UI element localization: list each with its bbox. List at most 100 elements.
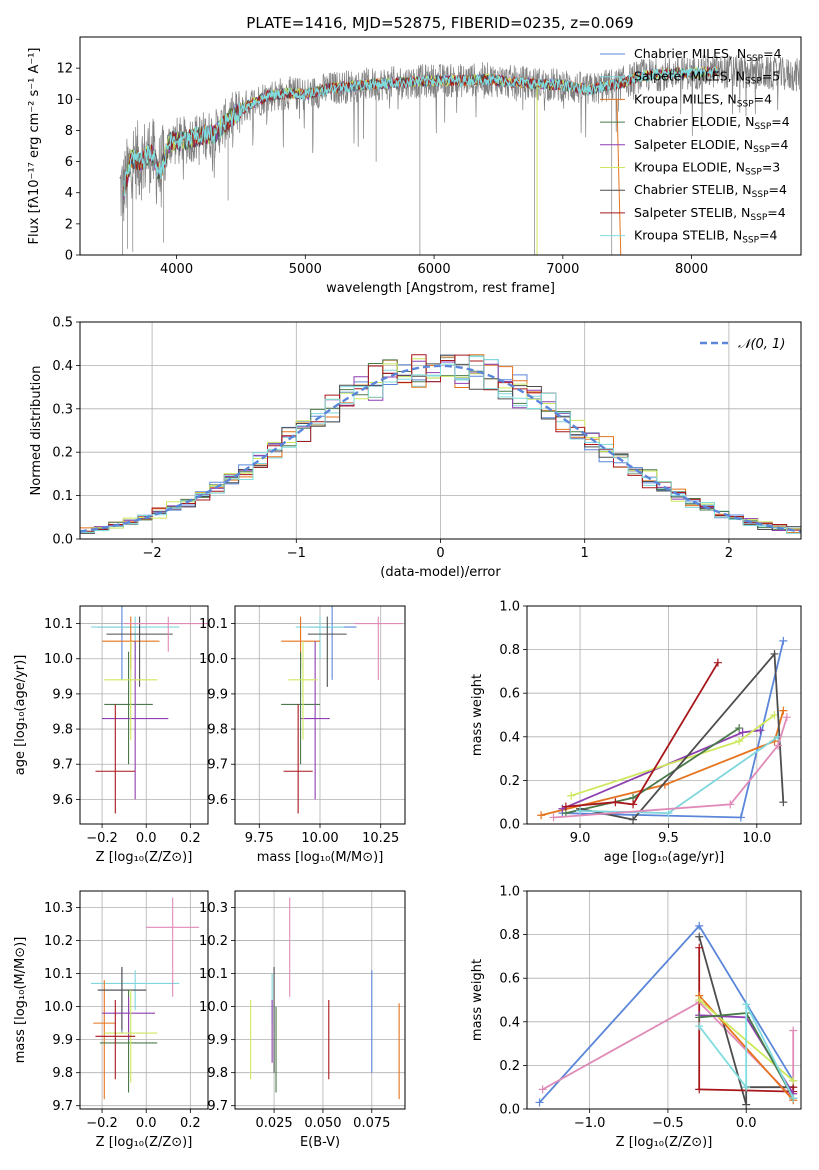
y-tick-label: 2 bbox=[65, 217, 73, 232]
y-tick-label: 10.1 bbox=[44, 617, 73, 632]
mass_vs_ebv-grid bbox=[235, 891, 405, 1109]
y-tick-label: 10.0 bbox=[44, 652, 73, 667]
x-axis-label: (data-model)/error bbox=[380, 565, 501, 580]
x-tick-label: −0.2 bbox=[86, 831, 118, 846]
gaussian-curve bbox=[80, 364, 801, 533]
weight-marker bbox=[770, 649, 779, 658]
weight-marker bbox=[561, 802, 570, 811]
weight-marker bbox=[695, 1013, 704, 1022]
y-tick-label: 9.8 bbox=[52, 723, 73, 738]
weight-marker bbox=[779, 706, 788, 715]
y-tick-label: 10.2 bbox=[44, 934, 73, 949]
weight-marker bbox=[538, 1085, 547, 1094]
weight-marker bbox=[736, 813, 745, 822]
weight-marker bbox=[629, 815, 638, 824]
weight-marker bbox=[535, 1098, 544, 1107]
x-tick-label: 9.5 bbox=[658, 831, 679, 846]
x-tick-label: −1 bbox=[287, 546, 306, 561]
mass_vs_Z-panel: −0.2 0.0 0.2 9.7 9.8 9.9 10.0 10.1 10.2 10.3 Z [lo… bbox=[13, 890, 209, 1150]
axes-frame bbox=[234, 890, 406, 1110]
weight-marker bbox=[549, 813, 558, 822]
y-tick-label: 9.9 bbox=[207, 1033, 228, 1048]
weight_vs_Z-grid bbox=[527, 890, 801, 1110]
legend-label: Kroupa ELODIE, NSSP=3 bbox=[634, 160, 780, 178]
x-axis-label: Z [log₁₀(Z/Z⊙)] bbox=[616, 1135, 713, 1150]
weight-marker bbox=[742, 1100, 751, 1109]
legend-label: 𝒩(0, 1) bbox=[738, 337, 785, 352]
x-tick-label: 4000 bbox=[160, 262, 193, 277]
x-tick-label: 0.0 bbox=[136, 1116, 157, 1131]
y-tick-label: 8 bbox=[65, 124, 73, 139]
x-tick-label: 0.050 bbox=[304, 1116, 341, 1131]
weight_vs_age-plot-area bbox=[537, 636, 791, 824]
y-tick-label: 9.7 bbox=[207, 1099, 228, 1114]
y-tick-label: 6 bbox=[65, 155, 73, 170]
weight-marker bbox=[779, 798, 788, 807]
weight-marker bbox=[779, 636, 788, 645]
weight-marker bbox=[695, 1085, 704, 1094]
y-tick-label: 9.9 bbox=[52, 1033, 73, 1048]
residual-hist-chabrier-stelib bbox=[80, 354, 801, 534]
x-axis-label: Z [log₁₀(Z/Z⊙)] bbox=[96, 850, 193, 865]
x-tick-label: 10.0 bbox=[742, 831, 771, 846]
weight-marker bbox=[774, 741, 783, 750]
y-tick-label: 9.9 bbox=[52, 687, 73, 702]
weight-marker bbox=[576, 806, 585, 815]
weight-marker bbox=[713, 658, 722, 667]
y-tick-label: 12 bbox=[56, 62, 73, 77]
spectrum-panel: 4000 5000 6000 7000 8000 0 2 4 6 8 10 12 wavelength … bbox=[27, 36, 802, 296]
x-tick-label: 10.00 bbox=[301, 831, 338, 846]
weight-marker bbox=[567, 791, 576, 800]
y-tick-label: 0.2 bbox=[499, 1059, 520, 1074]
weight-line bbox=[579, 736, 779, 815]
axes-frame bbox=[79, 890, 209, 1110]
axes-frame bbox=[526, 890, 802, 1110]
weight-marker bbox=[611, 798, 620, 807]
x-axis-label: mass [log₁₀(M/M⊙)] bbox=[257, 850, 384, 865]
x-tick-label: 0.025 bbox=[255, 1116, 292, 1131]
weight-marker bbox=[537, 811, 546, 820]
y-tick-label: 9.9 bbox=[207, 687, 228, 702]
legend-label: Salpeter ELODIE, NSSP=4 bbox=[634, 137, 789, 155]
x-axis-label: E(B-V) bbox=[300, 1135, 340, 1150]
age_vs_mass-plot-area bbox=[281, 606, 403, 814]
residuals-panel: −2 −1 0 1 2 0.0 0.1 0.2 0.3 0.4 0.5 (data-model)/er… bbox=[29, 316, 802, 580]
y-tick-label: 9.7 bbox=[52, 758, 73, 773]
y-tick-label: 9.8 bbox=[207, 723, 228, 738]
y-axis-label: Normed distribution bbox=[29, 366, 44, 496]
weight-marker bbox=[735, 724, 744, 733]
weight-marker bbox=[735, 737, 744, 746]
legend-label: Chabrier MILES, NSSP=4 bbox=[634, 46, 782, 64]
weight_vs_age-grid bbox=[527, 605, 801, 825]
y-tick-label: 10.1 bbox=[44, 967, 73, 982]
y-tick-label: 10.3 bbox=[44, 901, 73, 916]
y-tick-label: 0.0 bbox=[499, 818, 520, 833]
y-axis-label: mass [log₁₀(M/M⊙)] bbox=[13, 937, 28, 1064]
weight-marker bbox=[695, 943, 704, 952]
x-axis-label: Z [log₁₀(Z/Z⊙)] bbox=[96, 1135, 193, 1150]
residuals-plot-area bbox=[80, 354, 801, 534]
legend-label: Kroupa STELIB, NSSP=4 bbox=[634, 228, 778, 246]
x-tick-label: −1.0 bbox=[574, 1116, 606, 1131]
x-tick-label: 10.25 bbox=[362, 831, 399, 846]
y-tick-label: 0.5 bbox=[52, 316, 73, 331]
axes-frame bbox=[79, 36, 802, 256]
weight-marker bbox=[789, 1026, 798, 1035]
weight-line bbox=[540, 710, 785, 817]
legend-label: Chabrier ELODIE, NSSP=4 bbox=[634, 114, 790, 132]
y-tick-label: 0.8 bbox=[499, 643, 520, 658]
x-axis-label: wavelength [Angstrom, rest frame] bbox=[326, 281, 555, 296]
y-tick-label: 10.3 bbox=[199, 901, 228, 916]
x-tick-label: 8000 bbox=[675, 262, 708, 277]
weight-marker bbox=[789, 1076, 798, 1085]
weight-marker bbox=[789, 1094, 798, 1103]
model-line-kroupa-stelib bbox=[123, 66, 718, 197]
y-tick-label: 0 bbox=[65, 249, 73, 264]
y-tick-label: 1.0 bbox=[499, 885, 520, 900]
axes-frame bbox=[79, 605, 209, 825]
y-tick-label: 9.8 bbox=[207, 1066, 228, 1081]
x-tick-label: 9.75 bbox=[245, 831, 274, 846]
y-tick-label: 0.8 bbox=[499, 928, 520, 943]
x-tick-label: 5000 bbox=[289, 262, 322, 277]
weight-line bbox=[565, 662, 719, 808]
